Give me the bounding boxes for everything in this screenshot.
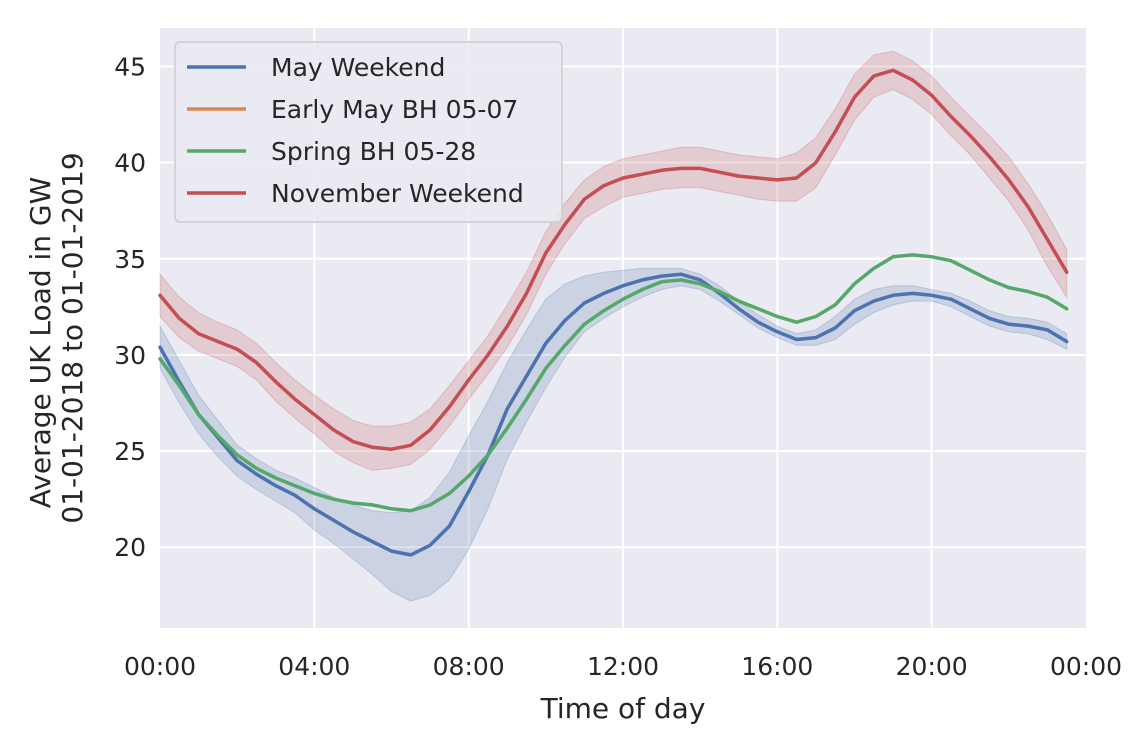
y-tick-label: 25 bbox=[114, 437, 146, 466]
series-lines bbox=[158, 68, 1069, 557]
may-weekend-line bbox=[158, 272, 1069, 557]
confidence-bands bbox=[159, 50, 1068, 602]
y-axis-label-line-1: Average UK Load in GW bbox=[24, 177, 57, 509]
spring-bh-05-28-line bbox=[158, 253, 1069, 513]
x-tick-label: 04:00 bbox=[278, 652, 350, 681]
y-axis-label-line-2: 01-01-2018 to 01-01-2019 bbox=[56, 152, 89, 523]
y-tick-label: 20 bbox=[114, 533, 146, 562]
x-tick-label: 12:00 bbox=[587, 652, 659, 681]
x-tick-label: 08:00 bbox=[433, 652, 505, 681]
y-axis-label: Average UK Load in GW 01-01-2018 to 01-0… bbox=[24, 152, 89, 523]
legend-label-november-weekend: November Weekend bbox=[271, 179, 524, 208]
x-tick-label: 00:00 bbox=[124, 652, 196, 681]
november-weekend-line bbox=[158, 68, 1069, 451]
grid-lines bbox=[160, 28, 1086, 628]
y-tick-label: 35 bbox=[114, 245, 146, 274]
legend-items: May Weekend Early May BH 05-07 Spring BH 0… bbox=[187, 53, 524, 208]
may-weekend-confidence-band bbox=[159, 267, 1068, 602]
x-tick-labels: 00:00 04:00 08:00 12:00 16:00 20:00 00:00 bbox=[124, 652, 1122, 681]
y-tick-label: 30 bbox=[114, 341, 146, 370]
legend-box bbox=[174, 41, 563, 223]
legend-label-may-weekend: May Weekend bbox=[271, 53, 445, 82]
x-tick-label: 20:00 bbox=[896, 652, 968, 681]
y-tick-labels: 20 25 30 35 40 45 bbox=[114, 52, 146, 562]
x-axis-label: Time of day bbox=[540, 692, 706, 725]
x-tick-label: 16:00 bbox=[741, 652, 813, 681]
x-tick-label: 00:00 bbox=[1050, 652, 1122, 681]
legend-label-early-may-bh-05-07: Early May BH 05-07 bbox=[271, 95, 518, 124]
y-tick-label: 45 bbox=[114, 52, 146, 81]
legend: May Weekend Early May BH 05-07 Spring BH 0… bbox=[174, 41, 563, 223]
november-weekend-confidence-band bbox=[159, 50, 1068, 471]
y-tick-label: 40 bbox=[114, 149, 146, 178]
legend-label-spring-bh-05-28: Spring BH 05-28 bbox=[271, 137, 476, 166]
